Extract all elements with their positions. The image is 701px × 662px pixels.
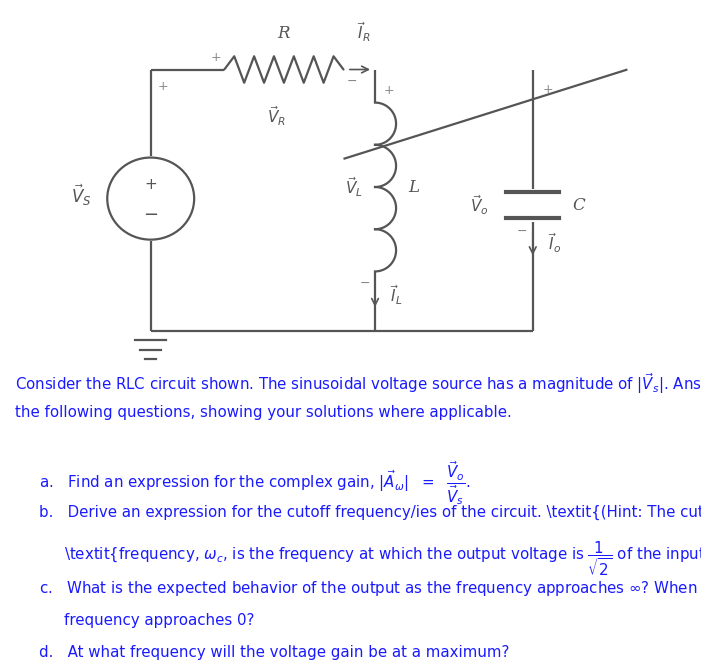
Text: R: R (278, 24, 290, 42)
Text: $\vec{I}_L$: $\vec{I}_L$ (390, 284, 403, 307)
Text: frequency approaches 0?: frequency approaches 0? (64, 613, 255, 628)
Text: +: + (158, 79, 169, 93)
Text: L: L (409, 179, 420, 195)
Text: +: + (144, 177, 157, 191)
Text: +: + (383, 84, 395, 97)
Text: a.   Find an expression for the complex gain, $|\vec{A}_\omega|$  $=$  $\dfrac{\: a. Find an expression for the complex ga… (39, 459, 470, 507)
Text: +: + (210, 51, 221, 64)
Text: −: − (347, 75, 358, 88)
Text: $\vec{V}_S$: $\vec{V}_S$ (72, 183, 92, 208)
Text: $\vec{I}_R$: $\vec{I}_R$ (357, 21, 370, 44)
Text: −: − (143, 206, 158, 224)
Text: +: + (543, 83, 554, 96)
Text: $\vec{V}_L$: $\vec{V}_L$ (345, 175, 362, 199)
Text: Consider the RLC circuit shown. The sinusoidal voltage source has a magnitude of: Consider the RLC circuit shown. The sinu… (15, 371, 701, 396)
Text: −: − (517, 225, 527, 238)
Text: d.   At what frequency will the voltage gain be at a maximum?: d. At what frequency will the voltage ga… (39, 645, 509, 660)
Text: $\vec{V}_R$: $\vec{V}_R$ (267, 104, 287, 128)
Text: $\vec{I}_o$: $\vec{I}_o$ (548, 232, 562, 255)
Text: −: − (360, 277, 369, 290)
Text: \textit{frequency, $\omega_c$, is the frequency at which the output voltage is $: \textit{frequency, $\omega_c$, is the fr… (64, 539, 701, 577)
Text: $\vec{V}_o$: $\vec{V}_o$ (470, 193, 489, 217)
Text: C: C (572, 197, 585, 214)
Text: c.   What is the expected behavior of the output as the frequency approaches $\i: c. What is the expected behavior of the … (39, 579, 701, 598)
Text: b.   Derive an expression for the cutoff frequency/ies of the circuit. \textit{(: b. Derive an expression for the cutoff f… (39, 504, 701, 520)
Text: the following questions, showing your solutions where applicable.: the following questions, showing your so… (15, 405, 512, 420)
